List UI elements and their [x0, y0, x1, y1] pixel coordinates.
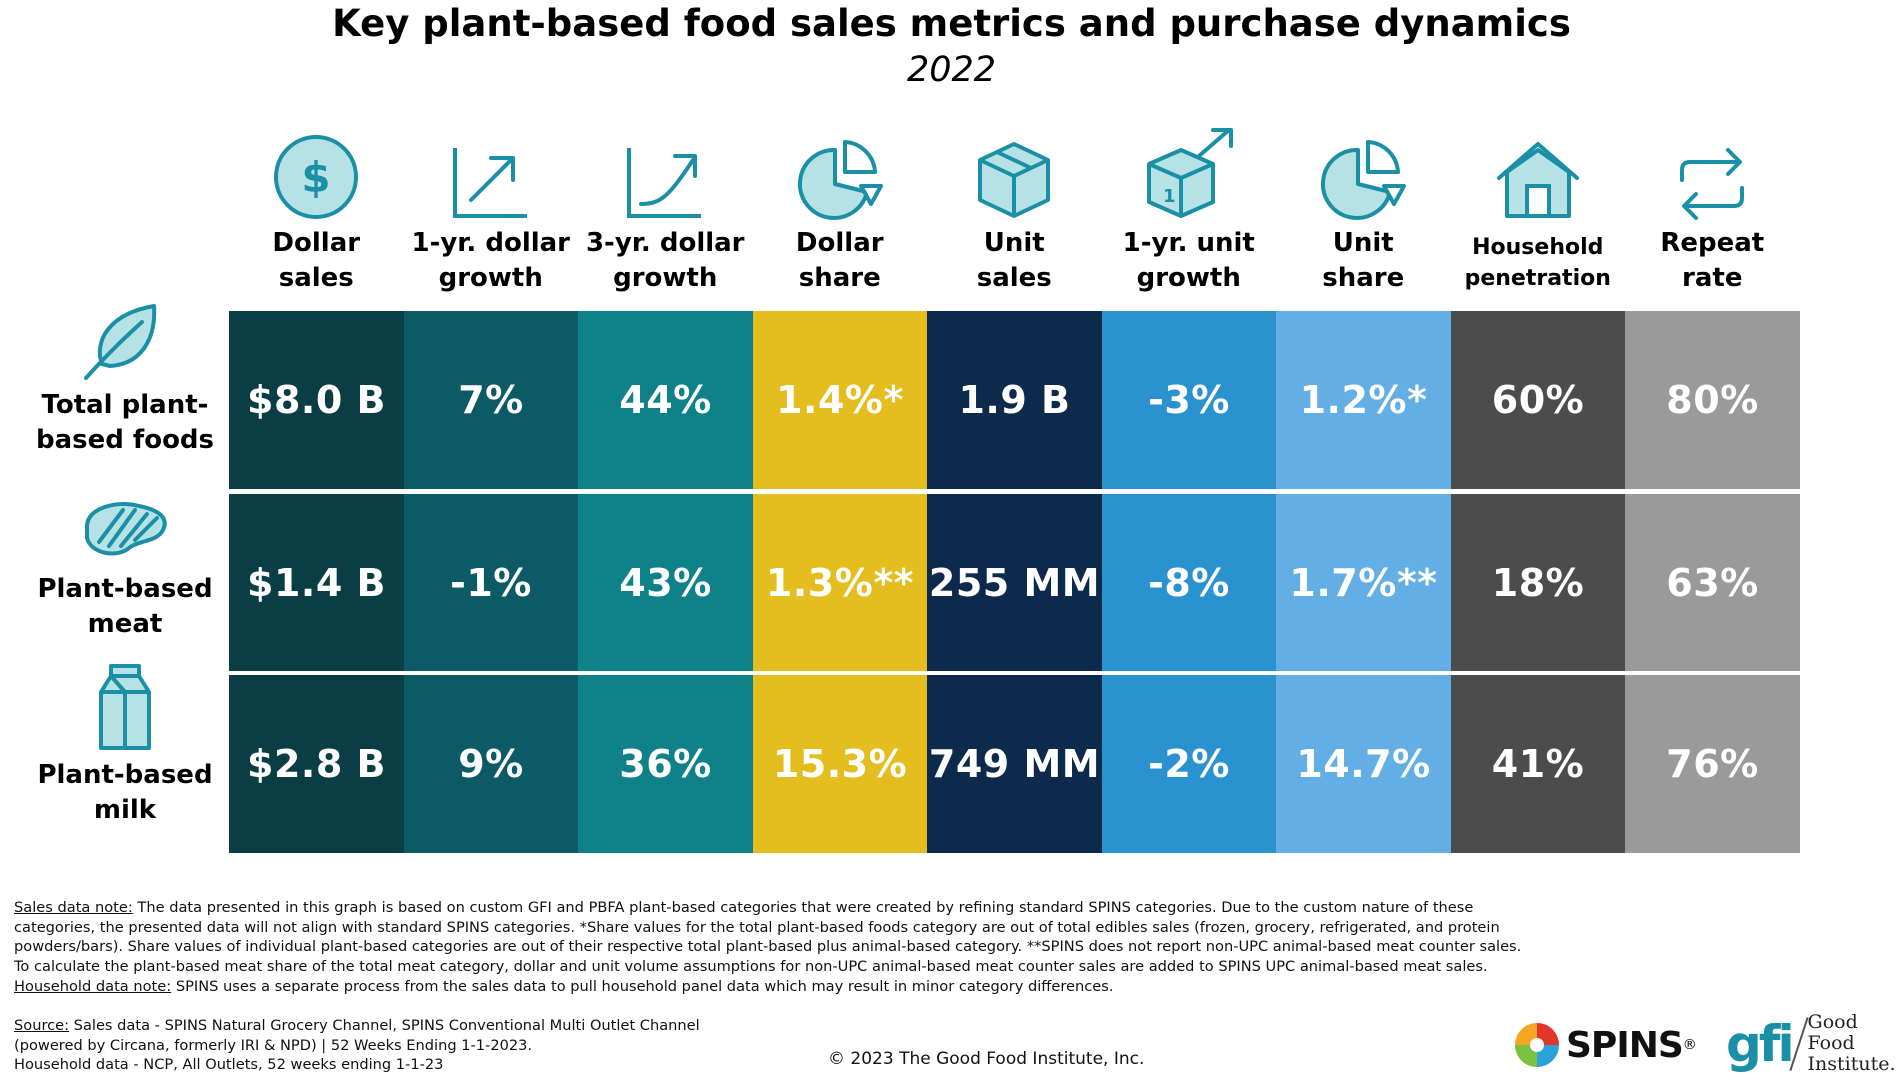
- table-cell: $2.8 B: [229, 675, 404, 853]
- chart-subtitle: 2022: [906, 50, 997, 90]
- row-head-meat: Plant-based meat: [20, 476, 230, 642]
- sales-note-label: Sales data note:: [14, 899, 133, 916]
- table-cell: 41%: [1450, 675, 1626, 853]
- row-separator: [229, 671, 1800, 675]
- table-cell: -1%: [403, 494, 579, 672]
- table-cell: 80%: [1625, 311, 1800, 489]
- chart-title: Key plant-based food sales metrics and p…: [332, 2, 1571, 45]
- column-header: Unit sales: [927, 132, 1101, 302]
- pie-chart-icon: [790, 132, 890, 222]
- growth-curve-icon: [615, 132, 715, 222]
- sales-data-note: Sales data note: The data presented in t…: [14, 898, 1534, 997]
- repeat-icon: [1662, 132, 1762, 222]
- row-label-milk: Plant-based milk: [37, 760, 213, 825]
- table-cell: 1.7%**: [1276, 494, 1451, 672]
- source-line-3: Household data - NCP, All Outlets, 52 we…: [14, 1056, 444, 1074]
- column-header: Dollar share: [753, 132, 927, 302]
- table-cell: 1.4%*: [752, 311, 928, 489]
- table-cell: 15.3%: [752, 675, 928, 853]
- milk-carton-icon: [95, 662, 155, 752]
- table-cell: 60%: [1450, 311, 1626, 489]
- column-header: $ Dollar sales: [229, 132, 403, 302]
- spins-logo-mark-icon: [1515, 1023, 1559, 1067]
- row-label-total: Total plant- based foods: [35, 390, 215, 455]
- house-icon: [1488, 132, 1588, 222]
- spins-logo: SPINS ®: [1512, 1020, 1697, 1070]
- growth-arrow-icon: [441, 132, 541, 222]
- column-label: Unit share: [1322, 228, 1405, 293]
- column-header: 1 1-yr. unit growth: [1102, 128, 1276, 302]
- gfi-logo-mark: gfi: [1726, 1014, 1795, 1073]
- column-label: Dollar share: [795, 228, 884, 293]
- svg-text:$: $: [302, 153, 331, 202]
- steak-icon: [77, 476, 173, 566]
- table-cell: 36%: [578, 675, 753, 853]
- source-line-1: Sales data - SPINS Natural Grocery Chann…: [69, 1017, 700, 1034]
- table-cell: 7%: [403, 311, 579, 489]
- table-cell: -2%: [1101, 675, 1277, 853]
- table-cell: 9%: [403, 675, 579, 853]
- table-cell: -3%: [1101, 311, 1277, 489]
- household-note-label: Household data note:: [14, 977, 172, 995]
- table-cell: -8%: [1101, 494, 1277, 672]
- column-label: Repeat rate: [1660, 228, 1765, 293]
- column-label: Unit sales: [976, 228, 1052, 293]
- table-cell: 18%: [1450, 494, 1626, 672]
- source-line-2: (powered by Circana, formerly IRI & NPD)…: [14, 1036, 533, 1054]
- table-cell: 43%: [578, 494, 753, 672]
- table-cell: 1.2%*: [1276, 311, 1451, 489]
- table-cell: 63%: [1625, 494, 1800, 672]
- row-head-milk: Plant-based milk: [20, 662, 230, 828]
- pie-chart-icon: [1313, 132, 1413, 222]
- column-header: 3-yr. dollar growth: [578, 132, 752, 302]
- table-cell: 1.3%**: [752, 494, 928, 672]
- row-label-meat: Plant-based meat: [37, 574, 213, 639]
- gfi-logo-name: Good Food Institute.: [1807, 1011, 1896, 1075]
- table-cell: $1.4 B: [229, 494, 404, 672]
- household-note-text: SPINS uses a separate process from the s…: [171, 977, 1114, 995]
- column-header: Household penetration: [1451, 132, 1625, 302]
- gfi-logo: gfi Good Food Institute.: [1726, 1012, 1903, 1075]
- column-header: Repeat rate: [1625, 132, 1799, 302]
- spins-trademark: ®: [1682, 1037, 1697, 1053]
- svg-text:1: 1: [1163, 186, 1176, 207]
- column-label: Household penetration: [1464, 235, 1611, 291]
- row-separator: [229, 489, 1800, 493]
- column-label: 1-yr. dollar growth: [411, 228, 571, 293]
- row-head-total: Total plant- based foods: [20, 292, 230, 458]
- box-arrow-icon: 1: [1139, 128, 1239, 222]
- source-note: Source: Sales data - SPINS Natural Groce…: [14, 1016, 834, 1075]
- table-cell: 76%: [1625, 675, 1800, 853]
- dollar-icon: $: [266, 132, 366, 222]
- column-label: Dollar sales: [272, 228, 361, 293]
- column-label: 3-yr. dollar growth: [585, 228, 745, 293]
- leaf-icon: [80, 292, 170, 382]
- gfi-divider: [1789, 1016, 1809, 1071]
- column-header: Unit share: [1276, 132, 1450, 302]
- table-cell: $8.0 B: [229, 311, 404, 489]
- copyright: © 2023 The Good Food Institute, Inc.: [828, 1049, 1145, 1069]
- box-icon: [964, 132, 1064, 222]
- spins-logo-text: SPINS: [1566, 1024, 1684, 1066]
- table-cell: 1.9 B: [927, 311, 1102, 489]
- table-cell: 14.7%: [1276, 675, 1451, 853]
- column-label: 1-yr. unit growth: [1122, 228, 1255, 293]
- sales-note-text: The data presented in this graph is base…: [14, 899, 1522, 976]
- column-header: 1-yr. dollar growth: [404, 132, 578, 302]
- table-cell: 255 MM: [927, 494, 1102, 672]
- source-label: Source:: [14, 1017, 70, 1034]
- table-cell: 44%: [578, 311, 753, 489]
- table-cell: 749 MM: [927, 675, 1102, 853]
